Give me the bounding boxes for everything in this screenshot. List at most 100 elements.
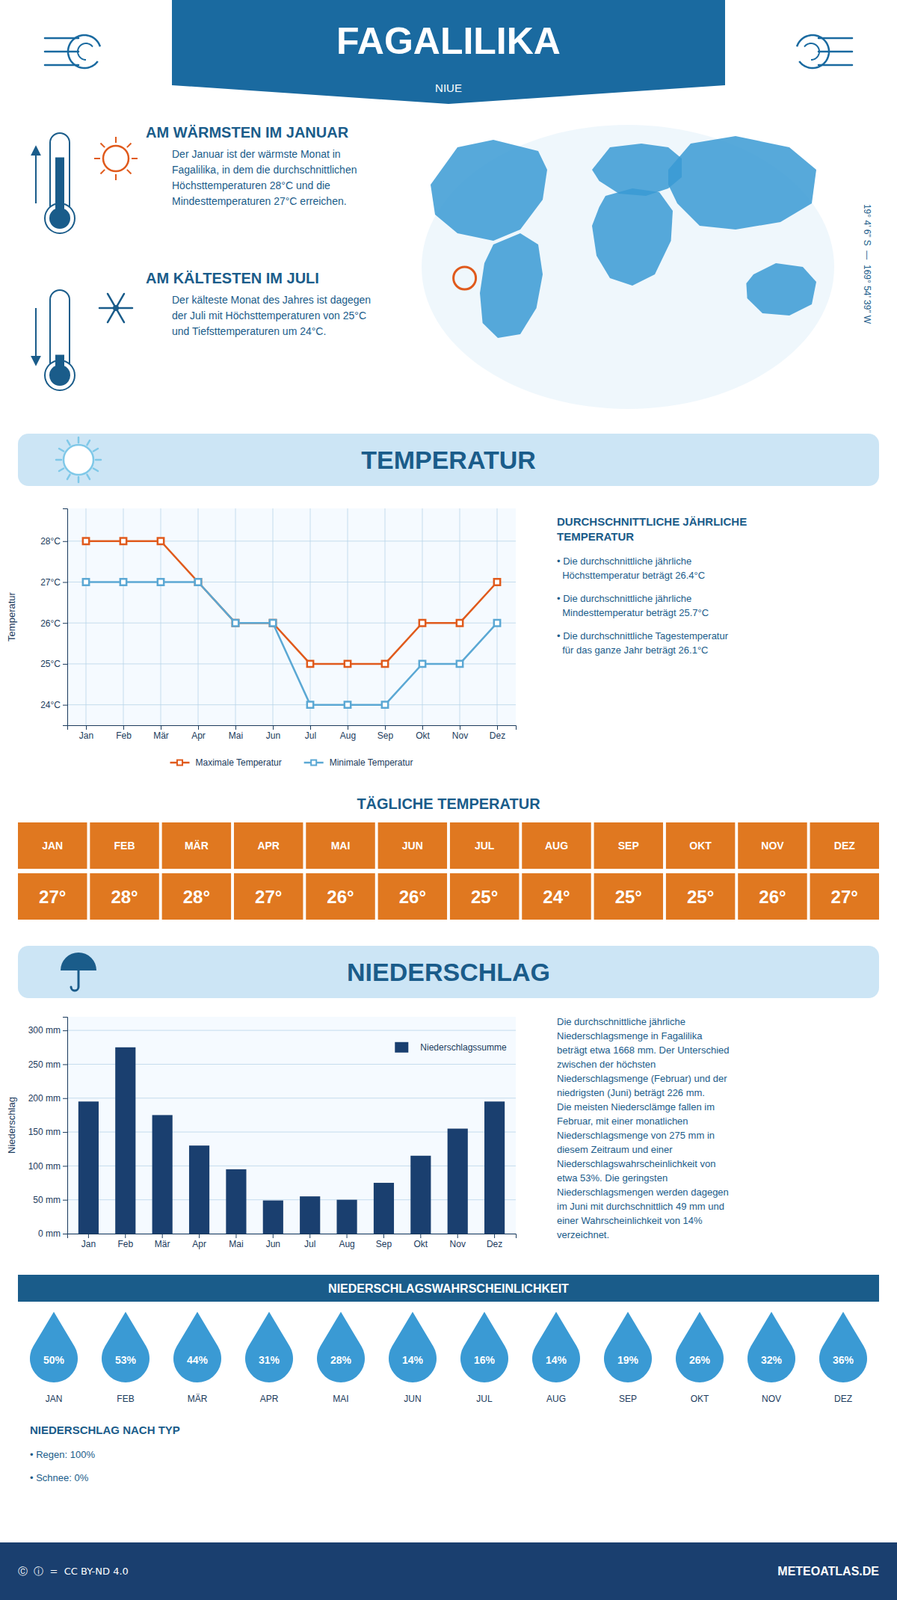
tick-mark [497,725,498,730]
bar [373,1182,394,1234]
sun-ray [56,458,62,462]
x-tick-label: Aug [338,1238,355,1250]
marker [307,701,314,708]
y-tick: 27°C [40,577,68,588]
marker [456,660,463,667]
tick-mark [459,725,461,730]
x-tick-label: Apr [191,730,206,741]
line [85,541,498,664]
sun-ray [93,468,98,472]
x-tick: Nov [452,725,468,741]
tick-mark [160,725,162,730]
grid-line [310,508,311,726]
y-axis-line [62,509,69,726]
marker [157,538,164,545]
section-banner-bg [17,945,880,998]
snowflake-arm [107,293,125,323]
header-cell [594,822,664,869]
tick-mark [198,1233,200,1238]
section-title: TEMPERATUR [361,445,536,474]
legend: Niederschlagssumme [394,1042,507,1053]
text-line: DURCHSCHNITTLICHE JÄHRLICHE [556,515,747,528]
x-tick: Jul [304,1233,316,1250]
map-background [421,124,835,409]
x-tick: Jan [79,725,94,741]
tick-mark [123,725,125,730]
data-label: 26° [326,886,354,907]
text-line: Höchsttemperaturen 28°C und die [171,179,331,192]
category-label: JUN [403,1393,421,1404]
value-cell [17,873,87,920]
bar [484,1101,505,1234]
y-tick: 300 mm [28,1024,68,1036]
value-cell [810,873,880,920]
category-label: MAI [332,1393,349,1404]
x-tick-label: Feb [117,1238,134,1250]
y-tick-label: 100 mm [28,1160,61,1172]
category-label: FEB [116,1393,134,1404]
wind-icon [44,35,101,69]
y-axis: 0 mm50 mm100 mm150 mm200 mm250 mm300 mm [28,1017,69,1240]
x-tick: Mai [228,725,243,741]
grid [67,1030,516,1234]
x-tick: Jun [266,725,281,741]
text-line: TEMPERATUR [556,529,634,543]
text-line: Der kälteste Monat des Jahres ist dagege… [171,293,371,306]
tick-mark [309,1233,311,1238]
x-tick: Dez [489,725,506,741]
x-tick: Dez [486,1233,503,1250]
x-tick: Aug [338,1233,355,1250]
plot-area [67,1016,516,1234]
sun-ray [100,142,105,148]
text-line: Niederschlagswahrscheinlichkeit von [556,1157,716,1170]
legend-swatch [394,1042,409,1053]
text-line: beträgt etwa 1668 mm. Der Unterschied [556,1044,730,1056]
tick-mark [124,1233,126,1238]
drop [675,1311,724,1383]
sun-ray [93,448,98,452]
text-line: zwischen der höchsten [556,1058,656,1070]
text-line: • Die durchschnittliche jährliche [556,555,692,567]
category-label: NOV [761,1393,782,1404]
tick-mark [62,704,68,706]
value-cell [378,873,448,920]
legend-item: Minimale Temperatur [304,757,414,768]
x-tick: Apr [192,1233,207,1250]
bar [336,1199,357,1234]
panel-text: • Die durchschnittliche Tagestemperatur … [556,630,729,656]
y-tick: 24°C [40,699,68,711]
category-label: APR [257,839,280,852]
header-cell [162,822,231,869]
y-axis-title: Temperatur [5,591,18,641]
sun-disc [63,444,94,475]
table-chart: TÄGLICHE TEMPERATURJAN27°FEB28°MÄR28°APR… [17,795,880,920]
value-cell [521,873,591,920]
legend-label: Maximale Temperatur [195,757,282,768]
y-tick-label: 28°C [40,535,61,547]
x-tick: Jul [304,725,317,741]
header-cell [378,822,448,869]
x-tick-label: Okt [415,730,430,741]
header-cell [521,822,591,869]
tick-mark [62,1131,68,1133]
text-line: diesem Zeitraum und einer [556,1143,673,1155]
chart-title: NIEDERSCHLAGSWAHRSCHEINLICHKEIT [328,1281,569,1295]
legend-label: Minimale Temperatur [329,757,414,768]
drop [532,1311,581,1383]
data-label: 25° [615,886,643,907]
tick-mark [62,663,68,665]
y-tick: 0 mm [38,1228,68,1239]
data-label: 25° [470,886,498,907]
x-tick: Feb [117,1233,134,1250]
tick-mark [198,725,199,730]
text-line: • Die durchschnittliche Tagestemperatur [556,630,729,642]
text-line: Die durchschnittliche jährliche [556,1015,686,1028]
data-label: 27° [38,886,66,907]
text-line: niedrigsten (Juni) beträgt 226 mm. [556,1086,705,1099]
grid-line [422,508,424,726]
x-tick-label: Jun [266,1238,281,1250]
y-tick: 150 mm [28,1126,68,1137]
x-tick-label: Dez [489,730,506,741]
x-tick: Okt [414,1233,429,1250]
x-tick-label: Dez [486,1238,503,1250]
